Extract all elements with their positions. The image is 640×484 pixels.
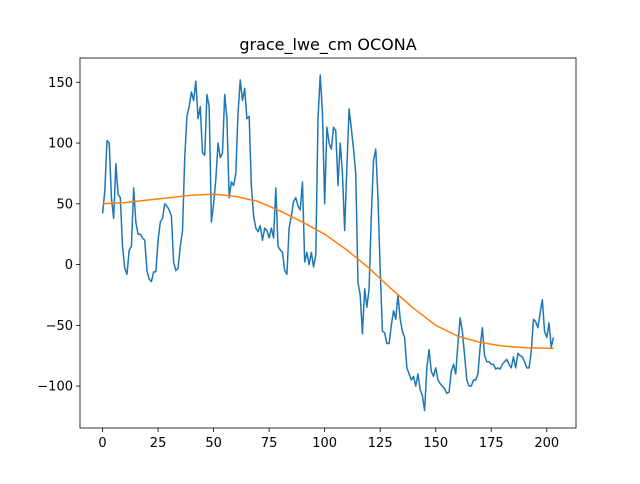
- plot-area: [101, 74, 555, 412]
- line-series: [101, 74, 555, 412]
- x-tick-label: 25: [150, 436, 167, 451]
- x-tick-label: 150: [423, 436, 448, 451]
- y-tick-label: −100: [37, 380, 73, 395]
- x-tick-label: 125: [368, 436, 393, 451]
- x-tick-label: 0: [98, 436, 106, 451]
- axes-frame: [79, 57, 577, 429]
- y-tick-label: 0: [65, 258, 73, 273]
- x-tick-label: 50: [205, 436, 222, 451]
- line-series: [102, 193, 554, 350]
- y-tick-label: 100: [48, 137, 73, 152]
- x-tick-label: 175: [479, 436, 504, 451]
- x-tick-label: 200: [534, 436, 559, 451]
- x-tick-label: 100: [312, 436, 337, 451]
- y-tick-label: −50: [46, 319, 73, 334]
- chart-title: grace_lwe_cm OCONA: [239, 35, 416, 55]
- y-tick-label: 150: [48, 76, 73, 91]
- x-tick-label: 75: [261, 436, 278, 451]
- y-tick-label: 50: [56, 197, 73, 212]
